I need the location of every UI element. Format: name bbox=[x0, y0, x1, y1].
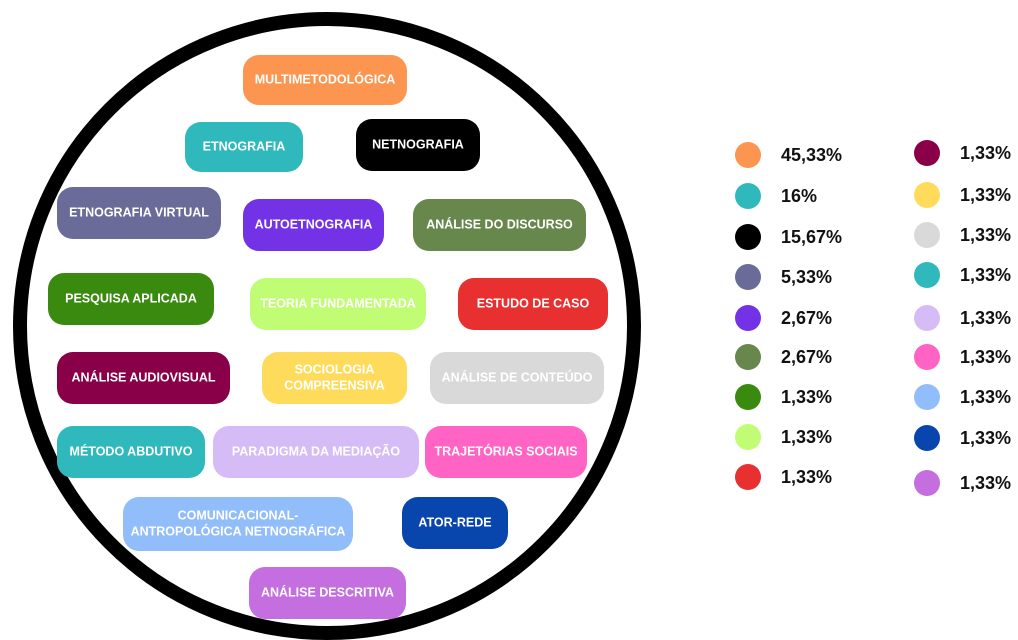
legend-dot bbox=[735, 224, 761, 250]
method-label: TRAJETÓRIAS SOCIAIS bbox=[434, 443, 577, 458]
legend-dot bbox=[914, 470, 940, 496]
method-label: MÉTODO ABDUTIVO bbox=[70, 443, 193, 458]
method-label: ESTUDO DE CASO bbox=[477, 296, 590, 310]
method-label: ANÁLISE DO DISCURSO bbox=[426, 216, 573, 231]
method-label: AUTOETNOGRAFIA bbox=[255, 217, 373, 231]
legend-percent: 15,67% bbox=[781, 227, 842, 247]
legend-percent: 2,67% bbox=[781, 308, 832, 328]
legend-percent: 5,33% bbox=[781, 267, 832, 287]
legend-dot bbox=[735, 344, 761, 370]
legend-dot bbox=[735, 264, 761, 290]
legend-percent: 1,33% bbox=[781, 427, 832, 447]
legend-percent: 2,67% bbox=[781, 347, 832, 367]
method-label: NETNOGRAFIA bbox=[372, 137, 464, 151]
method-pill bbox=[213, 426, 419, 478]
legend-dot bbox=[735, 305, 761, 331]
legend-percent: 1,33% bbox=[960, 347, 1011, 367]
legend-dot bbox=[914, 344, 940, 370]
legend-percent: 1,33% bbox=[960, 265, 1011, 285]
legend-dot bbox=[914, 425, 940, 451]
method-label: PESQUISA APLICADA bbox=[65, 291, 197, 305]
legend-percent: 16% bbox=[781, 186, 817, 206]
legend-percent: 1,33% bbox=[960, 143, 1011, 163]
legend-percent: 1,33% bbox=[781, 467, 832, 487]
method-label: ETNOGRAFIA bbox=[203, 139, 286, 153]
legend-percent: 45,33% bbox=[781, 145, 842, 165]
legend-dot bbox=[914, 305, 940, 331]
legend-dot bbox=[735, 142, 761, 168]
legend-dot bbox=[914, 182, 940, 208]
method-pill bbox=[249, 567, 406, 619]
method-label: COMUNICACIONAL- bbox=[178, 508, 299, 522]
method-pill bbox=[243, 199, 384, 251]
method-pill bbox=[356, 119, 480, 171]
method-pill bbox=[243, 55, 407, 105]
method-label: ETNOGRAFIA VIRTUAL bbox=[69, 205, 209, 219]
legend-dot bbox=[735, 384, 761, 410]
method-pill bbox=[425, 426, 587, 478]
method-pill bbox=[413, 199, 586, 251]
legend-percent: 1,33% bbox=[960, 225, 1011, 245]
method-pill bbox=[430, 352, 604, 404]
method-pill bbox=[262, 352, 407, 404]
method-label: ANÁLISE DE CONTEÚDO bbox=[442, 369, 593, 384]
legend-percent: 1,33% bbox=[960, 308, 1011, 328]
method-label: TEORIA FUNDAMENTADA bbox=[260, 296, 416, 310]
method-label: PARADIGMA DA MEDIAÇÃO bbox=[232, 443, 401, 458]
method-pill bbox=[57, 426, 205, 478]
method-label: SOCIOLOGIA bbox=[295, 362, 375, 376]
method-label: ANTROPOLÓGICA NETNOGRÁFICA bbox=[131, 523, 346, 538]
method-pill bbox=[458, 278, 608, 330]
method-label: ANÁLISE DESCRITIVA bbox=[261, 584, 394, 599]
method-label: ATOR-REDE bbox=[418, 515, 491, 529]
method-label: MULTIMETODOLÓGICA bbox=[255, 71, 396, 86]
method-pill bbox=[57, 352, 230, 404]
legend-percent: 1,33% bbox=[960, 185, 1011, 205]
legend-percent: 1,33% bbox=[781, 387, 832, 407]
legend-percent: 1,33% bbox=[960, 387, 1011, 407]
legend-percent: 1,33% bbox=[960, 473, 1011, 493]
legend-dot bbox=[914, 222, 940, 248]
method-pill bbox=[402, 497, 508, 549]
method-pill bbox=[185, 122, 303, 172]
legend-dot bbox=[735, 464, 761, 490]
legend-dot bbox=[914, 384, 940, 410]
method-pill bbox=[123, 497, 353, 551]
method-label: ANÁLISE AUDIOVISUAL bbox=[72, 369, 216, 384]
frame-circle bbox=[13, 12, 641, 640]
method-pill bbox=[48, 273, 214, 325]
legend-percent: 1,33% bbox=[960, 428, 1011, 448]
legend-dot bbox=[735, 183, 761, 209]
method-pill bbox=[250, 278, 426, 330]
legend-dot bbox=[914, 140, 940, 166]
legend-dot bbox=[914, 262, 940, 288]
legend-dot bbox=[735, 424, 761, 450]
method-pill bbox=[57, 187, 221, 239]
method-label: COMPREENSIVA bbox=[284, 378, 384, 392]
